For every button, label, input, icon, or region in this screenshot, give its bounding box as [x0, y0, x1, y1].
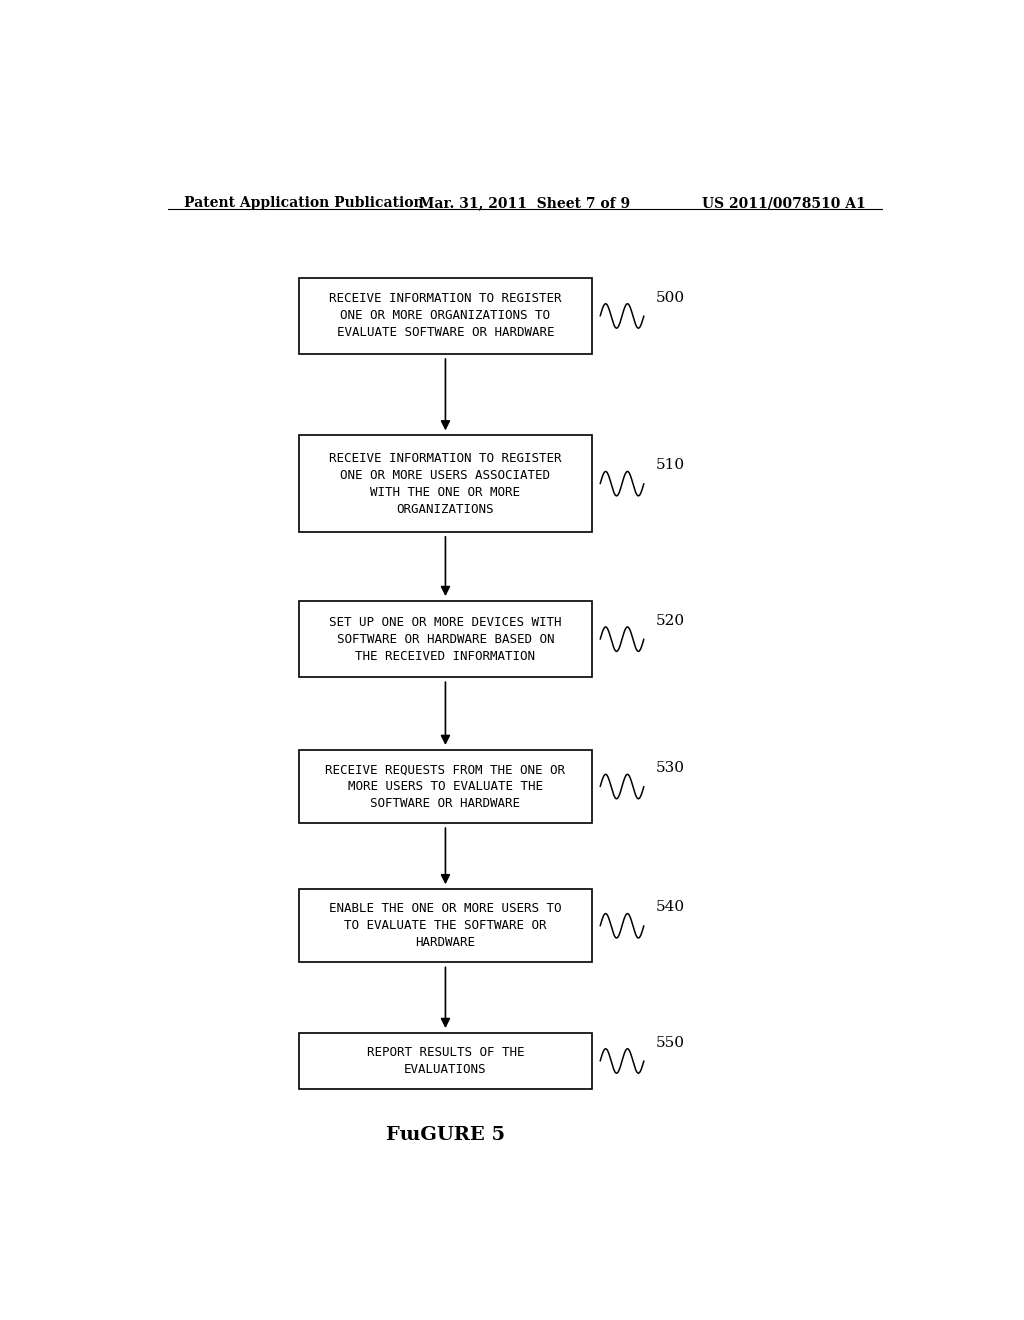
Text: US 2011/0078510 A1: US 2011/0078510 A1 — [702, 195, 866, 210]
Text: 500: 500 — [655, 290, 685, 305]
Text: 540: 540 — [655, 900, 685, 915]
FancyBboxPatch shape — [299, 601, 592, 677]
Text: SET UP ONE OR MORE DEVICES WITH
SOFTWARE OR HARDWARE BASED ON
THE RECEIVED INFOR: SET UP ONE OR MORE DEVICES WITH SOFTWARE… — [329, 615, 562, 663]
Text: Patent Application Publication: Patent Application Publication — [183, 195, 423, 210]
FancyBboxPatch shape — [299, 750, 592, 824]
Text: ENABLE THE ONE OR MORE USERS TO
TO EVALUATE THE SOFTWARE OR
HARDWARE: ENABLE THE ONE OR MORE USERS TO TO EVALU… — [329, 903, 562, 949]
Text: REPORT RESULTS OF THE
EVALUATIONS: REPORT RESULTS OF THE EVALUATIONS — [367, 1045, 524, 1076]
Text: RECEIVE INFORMATION TO REGISTER
ONE OR MORE USERS ASSOCIATED
WITH THE ONE OR MOR: RECEIVE INFORMATION TO REGISTER ONE OR M… — [329, 451, 562, 516]
Text: 550: 550 — [655, 1036, 685, 1049]
FancyBboxPatch shape — [299, 277, 592, 354]
FancyBboxPatch shape — [299, 436, 592, 532]
FancyBboxPatch shape — [299, 1034, 592, 1089]
FancyBboxPatch shape — [299, 890, 592, 962]
Text: 530: 530 — [655, 762, 685, 775]
Text: 520: 520 — [655, 614, 685, 628]
Text: RECEIVE INFORMATION TO REGISTER
ONE OR MORE ORGANIZATIONS TO
EVALUATE SOFTWARE O: RECEIVE INFORMATION TO REGISTER ONE OR M… — [329, 293, 562, 339]
Text: 510: 510 — [655, 458, 685, 473]
Text: FɯGURE 5: FɯGURE 5 — [386, 1126, 505, 1144]
Text: Mar. 31, 2011  Sheet 7 of 9: Mar. 31, 2011 Sheet 7 of 9 — [419, 195, 631, 210]
Text: RECEIVE REQUESTS FROM THE ONE OR
MORE USERS TO EVALUATE THE
SOFTWARE OR HARDWARE: RECEIVE REQUESTS FROM THE ONE OR MORE US… — [326, 763, 565, 810]
